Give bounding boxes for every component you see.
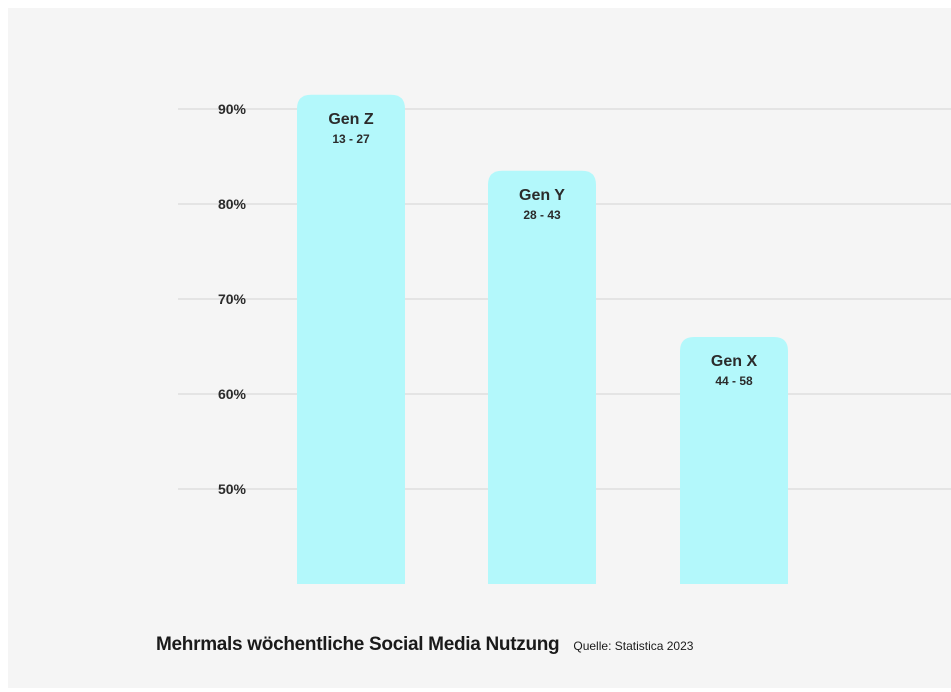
bar (297, 94, 405, 584)
bar (680, 337, 788, 584)
y-tick-label: 90% (218, 101, 247, 117)
bars: Gen Z 13 - 27 Gen Y 28 - 43 Gen X 44 - 58 (297, 94, 788, 584)
bar-category-label: Gen Z (328, 111, 374, 128)
chart-panel: 50% 60% 70% 80% 90% Gen Z 13 - 27 Gen Y 28 - 43… (8, 8, 951, 688)
chart-source: Quelle: Statistica 2023 (573, 639, 694, 653)
chart-caption: Mehrmals wöchentliche Social Media Nutzu… (156, 634, 693, 656)
y-axis-ticks: 50% 60% 70% 80% 90% (218, 101, 247, 497)
bar-age-range-label: 13 - 27 (332, 132, 370, 146)
bar-age-range-label: 44 - 58 (715, 374, 753, 388)
y-tick-label: 60% (218, 386, 247, 402)
bar-chart: 50% 60% 70% 80% 90% Gen Z 13 - 27 Gen Y 28 - 43… (178, 94, 951, 584)
bar-category-label: Gen X (711, 353, 758, 370)
bar (488, 170, 596, 584)
y-tick-label: 70% (218, 291, 247, 307)
y-tick-label: 50% (218, 481, 247, 497)
bar-age-range-label: 28 - 43 (523, 208, 561, 222)
chart-title: Mehrmals wöchentliche Social Media Nutzu… (156, 634, 560, 655)
y-tick-label: 80% (218, 196, 247, 212)
bar-category-label: Gen Y (519, 187, 565, 204)
